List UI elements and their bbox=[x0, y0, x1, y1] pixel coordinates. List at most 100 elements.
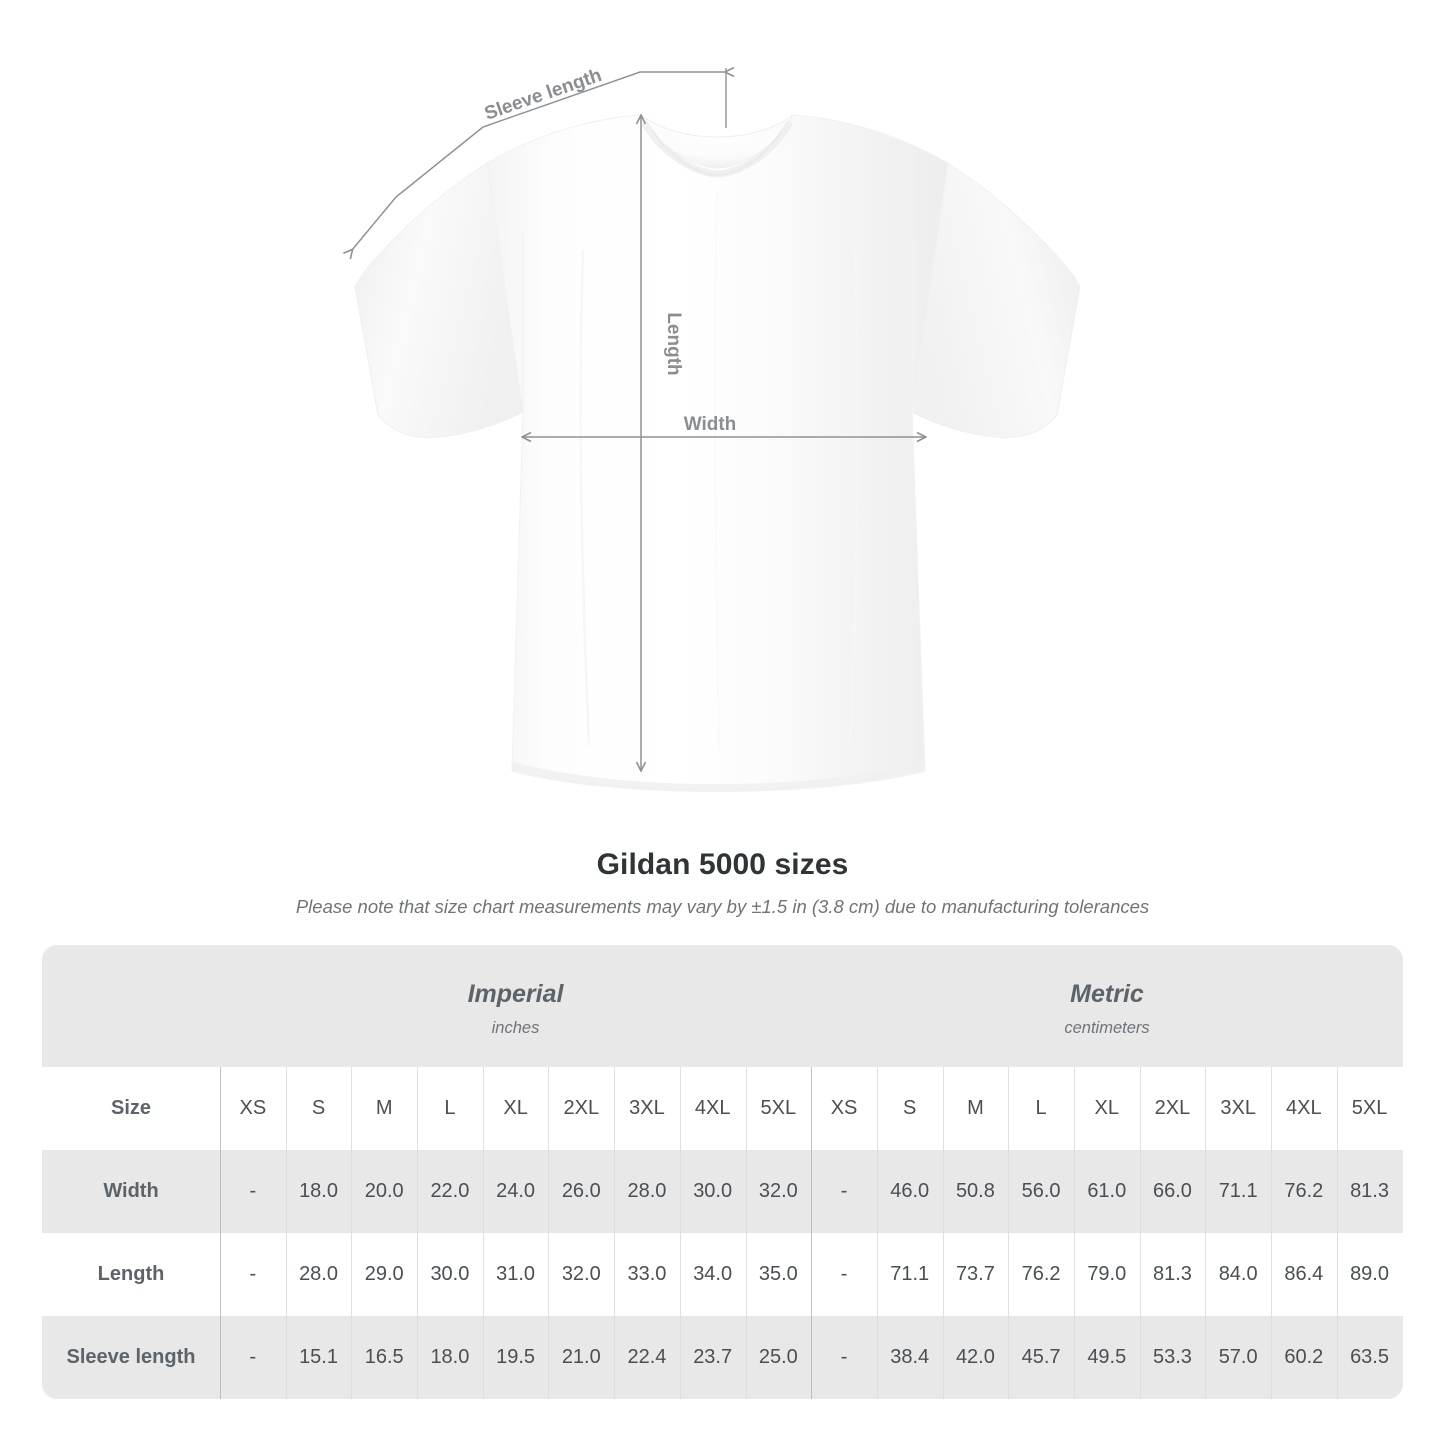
cell-length-metric-4xl: 86.4 bbox=[1271, 1233, 1337, 1316]
cell-width-imperial-5xl: 32.0 bbox=[745, 1150, 812, 1233]
cell-sleeve-metric-4xl: 60.2 bbox=[1271, 1316, 1337, 1399]
header-cell-metric-m: M bbox=[942, 1067, 1009, 1150]
header-cell-imperial-3xl: 3XL bbox=[614, 1067, 680, 1150]
size-chart-table: Imperial inches Metric centimeters Size … bbox=[42, 945, 1403, 1399]
unit-name-imperial: Imperial bbox=[467, 980, 564, 1009]
table-row: Length - 28.0 29.0 30.0 31.0 32.0 33.0 3… bbox=[42, 1233, 1403, 1316]
header-cell-metric-xs: XS bbox=[811, 1067, 877, 1150]
tshirt-diagram: Sleeve length Length Width bbox=[0, 65, 1081, 792]
cell-length-metric-xl: 79.0 bbox=[1073, 1233, 1140, 1316]
cell-width-metric-2xl: 66.0 bbox=[1139, 1150, 1206, 1233]
header-cell-imperial-l: L bbox=[417, 1067, 483, 1150]
cell-sleeve-metric-3xl: 57.0 bbox=[1205, 1316, 1271, 1399]
cell-width-imperial-s: 18.0 bbox=[285, 1150, 352, 1233]
cell-width-metric-3xl: 71.1 bbox=[1205, 1150, 1271, 1233]
header-cell-imperial-s: S bbox=[285, 1067, 352, 1150]
cell-length-imperial-s: 28.0 bbox=[285, 1233, 352, 1316]
cell-length-metric-l: 76.2 bbox=[1008, 1233, 1074, 1316]
cell-length-imperial-2xl: 32.0 bbox=[548, 1233, 614, 1316]
cell-length-metric-s: 71.1 bbox=[876, 1233, 943, 1316]
cell-length-imperial-xl: 31.0 bbox=[482, 1233, 549, 1316]
cell-width-metric-5xl: 81.3 bbox=[1336, 1150, 1403, 1233]
cell-sleeve-metric-5xl: 63.5 bbox=[1336, 1316, 1403, 1399]
right-sleeve bbox=[911, 162, 1081, 439]
unit-section-imperial: Imperial inches bbox=[220, 945, 811, 1067]
length-label: Length bbox=[663, 312, 684, 375]
chart-title: Gildan 5000 sizes bbox=[596, 848, 849, 881]
header-cell-metric-s: S bbox=[876, 1067, 943, 1150]
cell-width-imperial-xs: - bbox=[220, 1150, 286, 1233]
unit-band-spacer bbox=[42, 945, 220, 1067]
header-cell-metric-l: L bbox=[1008, 1067, 1074, 1150]
cell-width-imperial-2xl: 26.0 bbox=[548, 1150, 614, 1233]
sleeve-length-arrow bbox=[352, 72, 726, 250]
header-cell-metric-3xl: 3XL bbox=[1205, 1067, 1271, 1150]
cell-width-metric-m: 50.8 bbox=[942, 1150, 1009, 1233]
cell-length-imperial-5xl: 35.0 bbox=[745, 1233, 812, 1316]
cell-length-imperial-l: 30.0 bbox=[417, 1233, 483, 1316]
cell-sleeve-metric-s: 38.4 bbox=[876, 1316, 943, 1399]
row-label-width: Width bbox=[103, 1180, 159, 1202]
cell-sleeve-imperial-xl: 19.5 bbox=[482, 1316, 549, 1399]
width-label: Width bbox=[684, 414, 737, 435]
unit-sub-imperial: inches bbox=[491, 1018, 540, 1037]
cell-length-metric-m: 73.7 bbox=[942, 1233, 1009, 1316]
header-cell-imperial-5xl: 5XL bbox=[745, 1067, 812, 1150]
cell-sleeve-metric-2xl: 53.3 bbox=[1139, 1316, 1206, 1399]
unit-section-metric: Metric centimeters bbox=[811, 945, 1403, 1067]
fold-left bbox=[579, 249, 591, 746]
header-size-label: Size bbox=[110, 1097, 152, 1119]
cell-length-imperial-xs: - bbox=[220, 1233, 286, 1316]
row-label-sleeve-length: Sleeve length bbox=[66, 1346, 196, 1368]
cell-length-metric-5xl: 89.0 bbox=[1336, 1233, 1403, 1316]
cell-width-imperial-4xl: 30.0 bbox=[679, 1150, 746, 1233]
header-cell-imperial-xl: XL bbox=[482, 1067, 549, 1150]
unit-sub-metric: centimeters bbox=[1064, 1018, 1150, 1037]
header-cell-metric-xl: XL bbox=[1073, 1067, 1140, 1150]
cell-width-imperial-l: 22.0 bbox=[417, 1150, 483, 1233]
cell-length-metric-xs: - bbox=[811, 1233, 877, 1316]
cell-width-metric-s: 46.0 bbox=[876, 1150, 943, 1233]
cell-width-imperial-3xl: 28.0 bbox=[614, 1150, 680, 1233]
cell-sleeve-imperial-5xl: 25.0 bbox=[745, 1316, 812, 1399]
cell-sleeve-imperial-4xl: 23.7 bbox=[679, 1316, 746, 1399]
header-cell-metric-5xl: 5XL bbox=[1336, 1067, 1403, 1150]
cell-sleeve-imperial-xs: - bbox=[220, 1316, 286, 1399]
header-cell-metric-2xl: 2XL bbox=[1139, 1067, 1206, 1150]
cell-sleeve-imperial-2xl: 21.0 bbox=[548, 1316, 614, 1399]
cell-width-metric-l: 56.0 bbox=[1008, 1150, 1074, 1233]
tshirt-graphic bbox=[354, 114, 1081, 792]
row-label-length: Length bbox=[97, 1263, 165, 1285]
cell-sleeve-imperial-l: 18.0 bbox=[417, 1316, 483, 1399]
header-cell-imperial-4xl: 4XL bbox=[679, 1067, 746, 1150]
cell-sleeve-metric-m: 42.0 bbox=[942, 1316, 1009, 1399]
cell-width-imperial-m: 20.0 bbox=[351, 1150, 417, 1233]
cell-sleeve-metric-xl: 49.5 bbox=[1073, 1316, 1140, 1399]
cell-length-imperial-m: 29.0 bbox=[351, 1233, 417, 1316]
hem-shade bbox=[512, 762, 925, 792]
cell-length-metric-3xl: 84.0 bbox=[1205, 1233, 1271, 1316]
header-cell-metric-4xl: 4XL bbox=[1271, 1067, 1337, 1150]
fold-right bbox=[848, 249, 860, 746]
header-cell-imperial-xs: XS bbox=[220, 1067, 286, 1150]
cell-sleeve-imperial-3xl: 22.4 bbox=[614, 1316, 680, 1399]
cell-sleeve-metric-xs: - bbox=[811, 1316, 877, 1399]
unit-name-metric: Metric bbox=[1070, 980, 1144, 1009]
cell-length-imperial-3xl: 33.0 bbox=[614, 1233, 680, 1316]
cell-sleeve-imperial-s: 15.1 bbox=[285, 1316, 352, 1399]
cell-width-metric-xs: - bbox=[811, 1150, 877, 1233]
cell-length-metric-2xl: 81.3 bbox=[1139, 1233, 1206, 1316]
measurement-annotations bbox=[352, 68, 925, 770]
table-row: Sleeve length - 15.1 16.5 18.0 19.5 21.0… bbox=[42, 1316, 1403, 1399]
cell-length-imperial-4xl: 34.0 bbox=[679, 1233, 746, 1316]
header-cell-imperial-m: M bbox=[351, 1067, 417, 1150]
cell-sleeve-metric-l: 45.7 bbox=[1008, 1316, 1074, 1399]
unit-systems-band: Imperial inches Metric centimeters bbox=[42, 945, 1403, 1067]
chart-subtitle: Please note that size chart measurements… bbox=[295, 896, 1150, 917]
cell-width-imperial-xl: 24.0 bbox=[482, 1150, 549, 1233]
fold-center bbox=[714, 189, 720, 753]
cell-width-metric-xl: 61.0 bbox=[1073, 1150, 1140, 1233]
table-header-row: Size XS S M L XL 2XL 3XL 4XL 5XL XS S M … bbox=[42, 1067, 1403, 1150]
sleeve-length-label: Sleeve length bbox=[482, 65, 605, 125]
